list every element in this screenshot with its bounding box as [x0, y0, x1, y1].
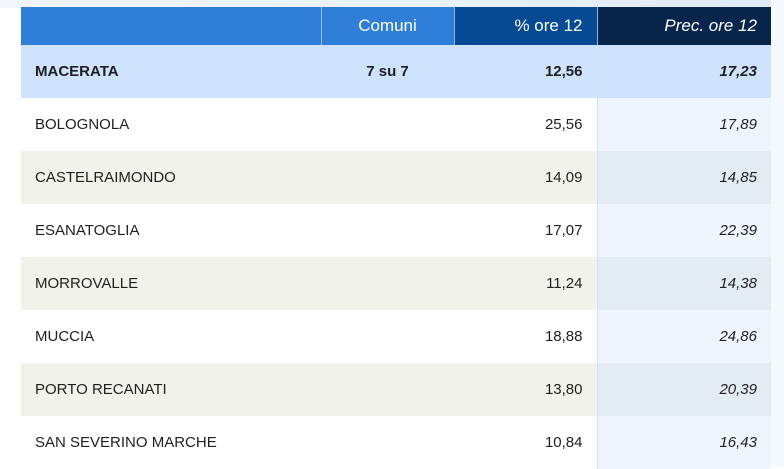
row-comuni	[321, 416, 454, 469]
summary-row: MACERATA 7 su 7 12,56 17,23	[21, 45, 771, 98]
row-name: PORTO RECANATI	[21, 363, 321, 416]
row-pct: 11,24	[454, 257, 597, 310]
table-row: ESANATOGLIA 17,07 22,39	[21, 204, 771, 257]
row-pct: 14,09	[454, 151, 597, 204]
row-comuni	[321, 98, 454, 151]
page-right-strip	[771, 0, 784, 467]
row-prec: 14,85	[596, 151, 771, 204]
row-pct: 25,56	[454, 98, 597, 151]
row-prec: 20,39	[596, 363, 771, 416]
turnout-table: Comuni % ore 12 Prec. ore 12 MACERATA 7 …	[21, 7, 771, 469]
row-prec: 17,89	[596, 98, 771, 151]
table-row: PORTO RECANATI 13,80 20,39	[21, 363, 771, 416]
row-name: MORROVALLE	[21, 257, 321, 310]
summary-prec: 17,23	[596, 45, 771, 98]
summary-pct: 12,56	[454, 45, 597, 98]
header-name	[21, 7, 322, 45]
row-comuni	[321, 363, 454, 416]
table-row: MUCCIA 18,88 24,86	[21, 310, 771, 363]
row-comuni	[321, 204, 454, 257]
table-row: CASTELRAIMONDO 14,09 14,85	[21, 151, 771, 204]
row-name: CASTELRAIMONDO	[21, 151, 321, 204]
row-name: ESANATOGLIA	[21, 204, 321, 257]
row-pct: 10,84	[454, 416, 597, 469]
table-row: SAN SEVERINO MARCHE 10,84 16,43	[21, 416, 771, 469]
row-comuni	[321, 257, 454, 310]
row-pct: 17,07	[454, 204, 597, 257]
table-row: MORROVALLE 11,24 14,38	[21, 257, 771, 310]
header-prec-ore-12: Prec. ore 12	[597, 7, 771, 45]
row-prec: 16,43	[596, 416, 771, 469]
summary-comuni: 7 su 7	[321, 45, 454, 98]
table-row: BOLOGNOLA 25,56 17,89	[21, 98, 771, 151]
row-name: BOLOGNOLA	[21, 98, 321, 151]
row-comuni	[321, 310, 454, 363]
row-prec: 24,86	[596, 310, 771, 363]
row-comuni	[321, 151, 454, 204]
row-pct: 13,80	[454, 363, 597, 416]
row-name: SAN SEVERINO MARCHE	[21, 416, 321, 469]
page-top-strip	[0, 0, 784, 8]
row-name: MUCCIA	[21, 310, 321, 363]
header-comuni: Comuni	[321, 7, 455, 45]
row-prec: 22,39	[596, 204, 771, 257]
row-prec: 14,38	[596, 257, 771, 310]
header-pct-ore-12: % ore 12	[454, 7, 598, 45]
table-header-row: Comuni % ore 12 Prec. ore 12	[21, 7, 771, 45]
row-pct: 18,88	[454, 310, 597, 363]
summary-name: MACERATA	[21, 45, 321, 98]
